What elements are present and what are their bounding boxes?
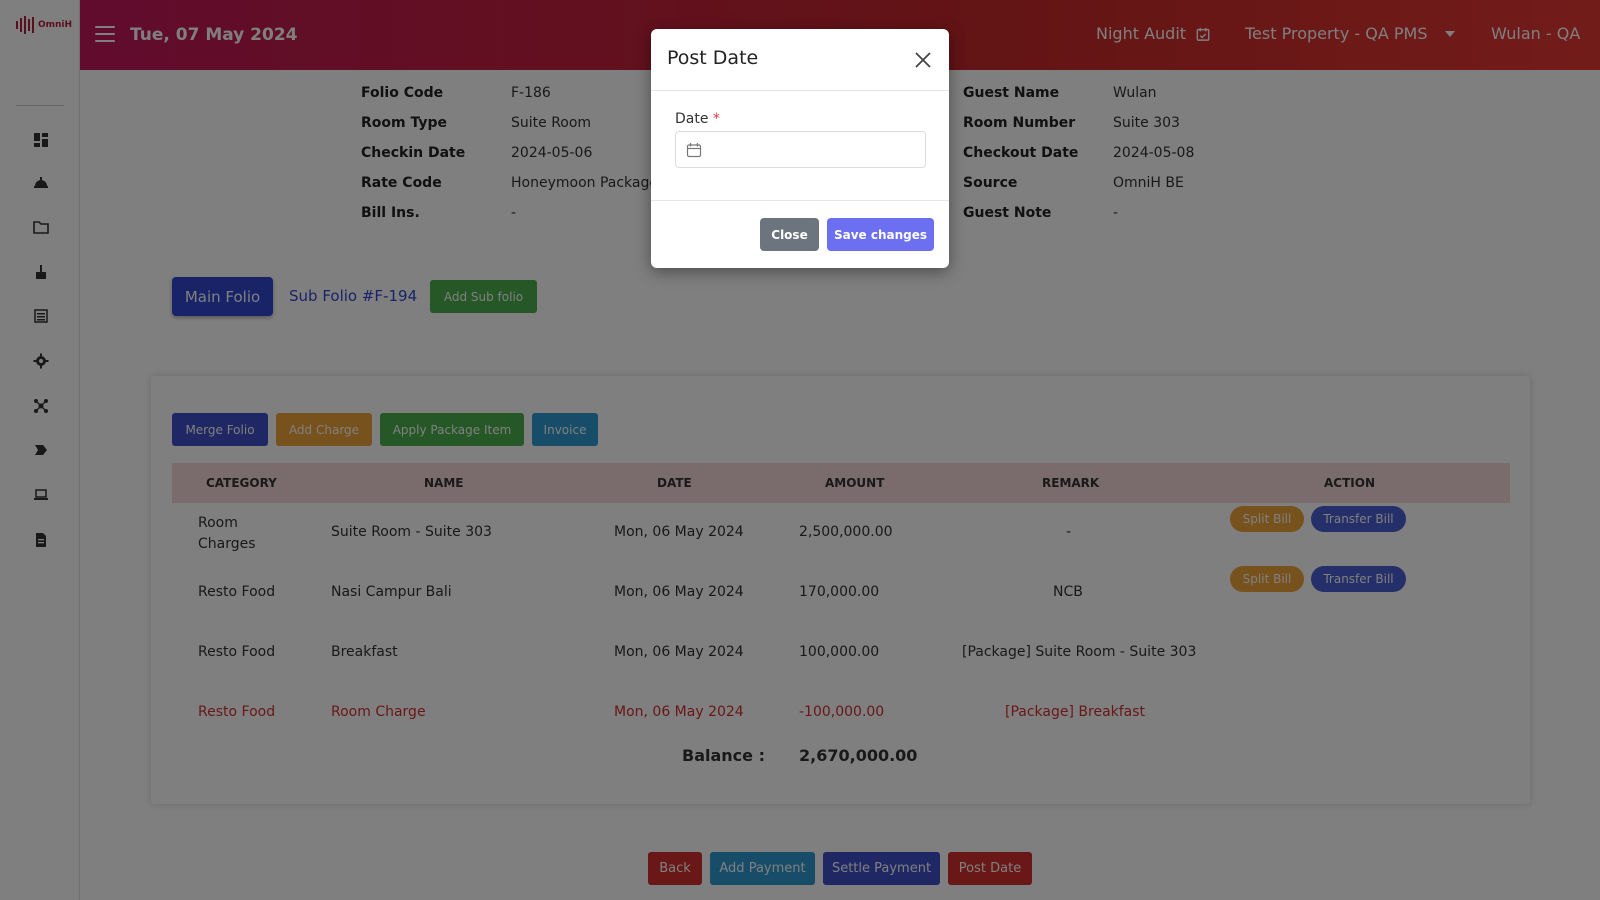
close-icon[interactable] bbox=[914, 51, 932, 69]
save-changes-button[interactable]: Save changes bbox=[827, 218, 934, 251]
modal-close-button[interactable]: Close bbox=[760, 218, 819, 251]
date-field[interactable] bbox=[675, 131, 926, 168]
modal-header: Post Date bbox=[651, 29, 949, 91]
date-label-text: Date bbox=[675, 111, 709, 127]
date-field-label: Date * bbox=[675, 111, 720, 127]
required-mark: * bbox=[712, 111, 720, 127]
post-date-modal: Post Date Date * Close Save changes bbox=[651, 29, 949, 268]
date-input[interactable] bbox=[710, 132, 920, 167]
modal-body: Date * bbox=[651, 91, 949, 201]
calendar-icon bbox=[686, 143, 702, 158]
modal-title: Post Date bbox=[667, 47, 759, 69]
